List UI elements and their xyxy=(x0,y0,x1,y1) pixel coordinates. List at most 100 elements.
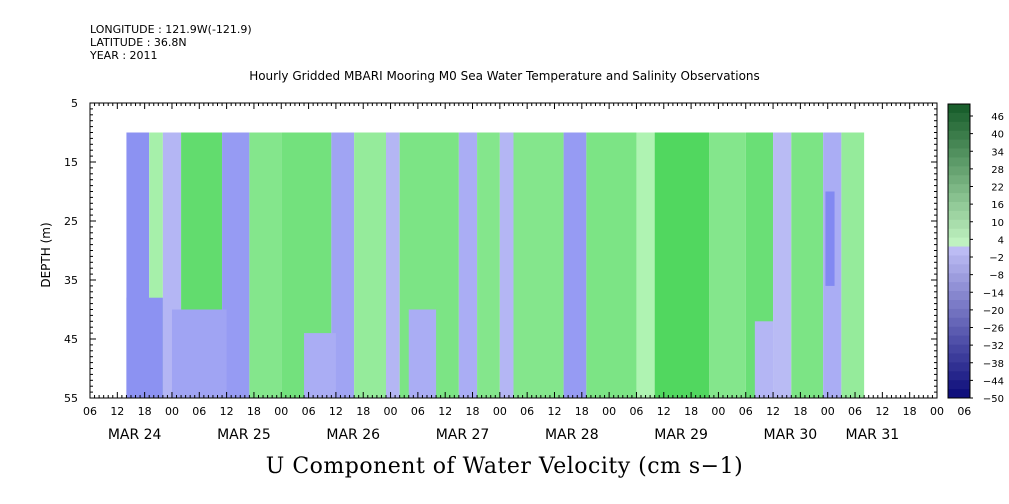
x-hour-tick-label: 00 xyxy=(711,405,725,418)
colorbar: 46 40 34 28 22 16 10 4 −2 −8 −14 −20 −26 −32 −38 −44 −50 xyxy=(947,103,1004,405)
x-hour-tick-label: 00 xyxy=(821,405,835,418)
colorbar-swatch xyxy=(948,264,970,274)
x-hour-tick-label: 00 xyxy=(384,405,398,418)
x-hour-tick-label: 06 xyxy=(411,405,425,418)
x-hour-tick-label: 12 xyxy=(875,405,889,418)
colorbar-swatch xyxy=(948,166,970,176)
y-tick-label: 55 xyxy=(64,392,78,405)
x-hour-tick-label: 18 xyxy=(684,405,698,418)
colorbar-label: −20 xyxy=(983,306,1004,317)
colorbar-swatch xyxy=(948,148,970,158)
x-hour-tick-label: 00 xyxy=(602,405,616,418)
colorbar-swatch xyxy=(948,193,970,203)
velocity-patch xyxy=(825,191,835,286)
plot-area xyxy=(126,132,865,398)
x-date-label: MAR 29 xyxy=(654,427,708,443)
x-date-label: MAR 28 xyxy=(545,427,599,443)
colorbar-swatch xyxy=(948,353,970,363)
colorbar-swatch xyxy=(948,157,970,167)
y-tick-label: 15 xyxy=(64,156,78,169)
x-hour-tick-label: 06 xyxy=(739,405,753,418)
velocity-band xyxy=(458,132,478,398)
colorbar-swatch xyxy=(948,291,970,301)
colorbar-label: −26 xyxy=(983,324,1004,335)
colorbar-swatch xyxy=(948,371,970,381)
velocity-patch xyxy=(408,309,437,398)
colorbar-label: 4 xyxy=(998,235,1004,246)
x-hour-tick-label: 12 xyxy=(220,405,234,418)
velocity-band xyxy=(791,132,824,398)
axes: 06 12 18 00 06 12 18 00 06 12 18 00 06 12 18 00 06 12 18 00… xyxy=(64,97,971,443)
colorbar-swatch xyxy=(948,237,970,247)
velocity-band xyxy=(499,132,514,398)
colorbar-swatch xyxy=(948,202,970,212)
colorbar-label: −8 xyxy=(989,271,1004,282)
velocity-band xyxy=(654,132,710,398)
velocity-band xyxy=(773,132,792,398)
velocity-band xyxy=(385,132,400,398)
variable-title: U Component of Water Velocity (cm s−1) xyxy=(265,454,744,479)
colorbar-label: 46 xyxy=(991,112,1004,123)
y-tick-label: 25 xyxy=(64,215,78,228)
year-label: YEAR : 2011 xyxy=(90,49,158,62)
x-hour-tick-label: 12 xyxy=(547,405,561,418)
x-hour-tick-label: 06 xyxy=(957,405,971,418)
colorbar-swatch xyxy=(948,246,970,256)
x-hour-tick-label: 18 xyxy=(247,405,261,418)
velocity-band xyxy=(841,132,865,398)
x-hour-tick-label: 06 xyxy=(83,405,97,418)
x-hour-tick-label: 00 xyxy=(493,405,507,418)
colorbar-swatch xyxy=(948,362,970,372)
velocity-patch xyxy=(126,297,163,398)
velocity-band xyxy=(586,132,637,398)
colorbar-swatch xyxy=(948,219,970,230)
y-axis-label: DEPTH (m) xyxy=(39,222,53,287)
x-hour-tick-label: 12 xyxy=(110,405,124,418)
x-hour-tick-label: 12 xyxy=(657,405,671,418)
velocity-band xyxy=(636,132,655,398)
x-hour-tick-label: 00 xyxy=(930,405,944,418)
x-date-label: MAR 27 xyxy=(436,427,490,443)
y-tick-label: 5 xyxy=(71,97,78,110)
longitude-label: LONGITUDE : 121.9W(-121.9) xyxy=(90,23,252,36)
colorbar-swatch xyxy=(948,104,970,114)
colorbar-label: −2 xyxy=(989,253,1004,264)
x-hour-tick-label: 06 xyxy=(302,405,316,418)
colorbar-swatch xyxy=(948,300,970,310)
colorbar-swatch xyxy=(948,130,970,141)
colorbar-label: −32 xyxy=(983,341,1004,352)
x-date-label: MAR 31 xyxy=(846,427,900,443)
x-hour-tick-label: 00 xyxy=(274,405,288,418)
velocity-band xyxy=(331,132,355,398)
x-date-label: MAR 25 xyxy=(217,427,271,443)
colorbar-swatch xyxy=(948,112,970,123)
x-hour-tick-label: 12 xyxy=(766,405,780,418)
x-hour-tick-label: 18 xyxy=(356,405,370,418)
x-hour-tick-label: 06 xyxy=(520,405,534,418)
colorbar-swatch xyxy=(948,335,970,345)
colorbar-label: 28 xyxy=(991,165,1004,176)
velocity-band xyxy=(222,132,250,398)
x-hour-tick-label: 12 xyxy=(438,405,452,418)
velocity-patch xyxy=(304,333,336,398)
x-hour-tick-label: 18 xyxy=(138,405,152,418)
colorbar-swatch xyxy=(948,228,970,239)
colorbar-swatch xyxy=(948,389,970,399)
x-hour-tick-label: 06 xyxy=(629,405,643,418)
latitude-label: LATITUDE : 36.8N xyxy=(90,36,187,49)
velocity-band xyxy=(354,132,386,398)
colorbar-label: −44 xyxy=(983,376,1004,387)
y-tick-label: 45 xyxy=(64,333,78,346)
colorbar-swatch xyxy=(948,175,970,185)
velocity-band xyxy=(249,132,282,398)
colorbar-swatch xyxy=(948,255,970,265)
velocity-band xyxy=(709,132,746,398)
velocity-band xyxy=(563,132,587,398)
velocity-band xyxy=(477,132,500,398)
chart-title: Hourly Gridded MBARI Mooring M0 Sea Wate… xyxy=(249,69,760,83)
colorbar-swatch xyxy=(948,317,970,328)
colorbar-swatch xyxy=(948,326,970,337)
colorbar-label: 40 xyxy=(991,130,1004,141)
x-hour-tick-label: 18 xyxy=(793,405,807,418)
